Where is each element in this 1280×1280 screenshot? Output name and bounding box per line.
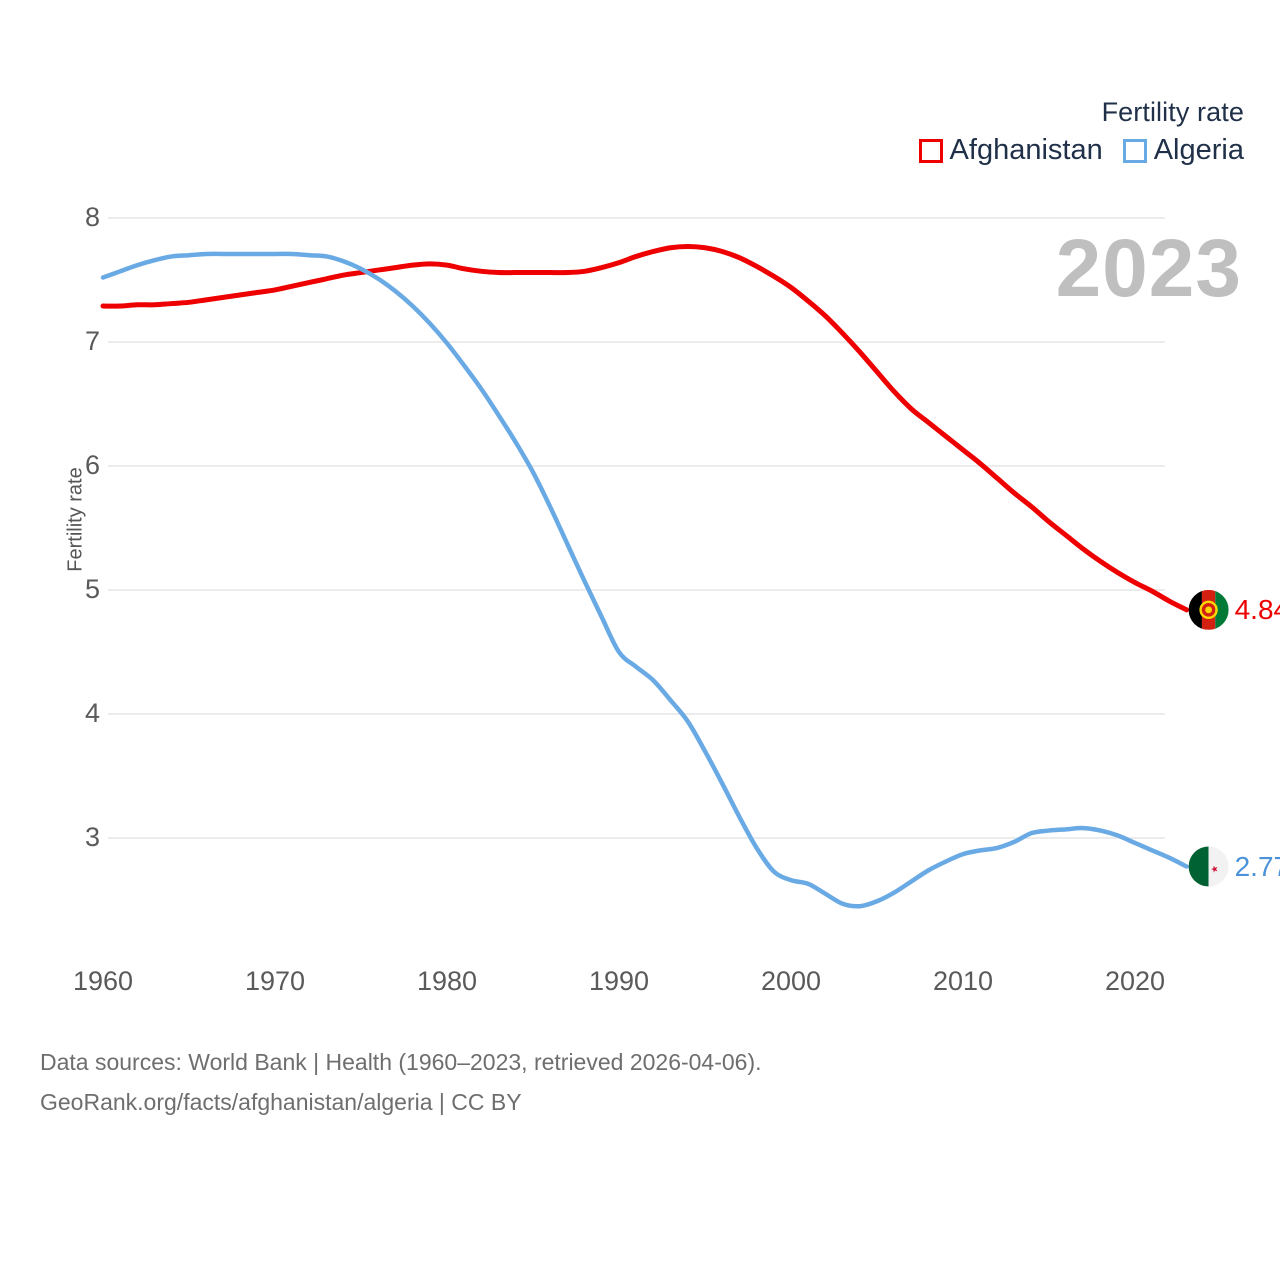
algeria-flag-icon[interactable] bbox=[1188, 846, 1229, 887]
legend-label-algeria: Algeria bbox=[1153, 134, 1244, 167]
legend-title: Fertility rate bbox=[1101, 97, 1244, 127]
legend-item-afghanistan[interactable]: Afghanistan bbox=[918, 134, 1103, 167]
x-tick-label: 1980 bbox=[416, 966, 478, 996]
chart-footer: Data sources: World Bank | Health (1960–… bbox=[40, 1042, 762, 1123]
y-tick-label: 7 bbox=[84, 326, 100, 356]
legend-swatch-algeria-icon bbox=[1122, 138, 1147, 163]
legend-items: Afghanistan Algeria bbox=[918, 134, 1244, 167]
x-tick-label: 1990 bbox=[588, 966, 650, 996]
legend-label-afghanistan: Afghanistan bbox=[949, 134, 1103, 167]
y-tick-label: 8 bbox=[84, 202, 100, 232]
y-tick-label: 5 bbox=[84, 574, 100, 604]
chart-series-lines bbox=[100, 244, 1190, 909]
footer-attribution: GeoRank.org/facts/afghanistan/algeria | … bbox=[40, 1089, 522, 1116]
x-tick-label: 1970 bbox=[244, 966, 306, 996]
chart-svg bbox=[100, 217, 1229, 909]
legend-item-algeria[interactable]: Algeria bbox=[1122, 134, 1244, 167]
y-tick-label: 6 bbox=[84, 450, 100, 480]
afghanistan-end-value: 4.84 bbox=[1234, 593, 1280, 625]
footer-data-sources: Data sources: World Bank | Health (1960–… bbox=[40, 1049, 762, 1075]
series-line-afghanistan[interactable] bbox=[100, 244, 1190, 613]
chart-legend: Fertility rate Afghanistan Algeria bbox=[918, 96, 1244, 167]
x-tick-label: 1960 bbox=[72, 966, 134, 996]
x-tick-label: 2010 bbox=[932, 966, 994, 996]
x-tick-label: 2000 bbox=[760, 966, 822, 996]
legend-swatch-afghanistan-icon bbox=[918, 138, 943, 163]
chart-gridlines bbox=[108, 217, 1165, 839]
y-tick-label: 4 bbox=[84, 698, 100, 728]
year-watermark: 2023 bbox=[1055, 223, 1242, 314]
x-tick-label: 2020 bbox=[1104, 966, 1166, 996]
series-line-algeria[interactable] bbox=[100, 251, 1189, 909]
y-tick-label: 3 bbox=[84, 822, 100, 852]
algeria-end-value: 2.77 bbox=[1234, 850, 1280, 882]
afghanistan-flag-icon[interactable] bbox=[1188, 589, 1229, 630]
